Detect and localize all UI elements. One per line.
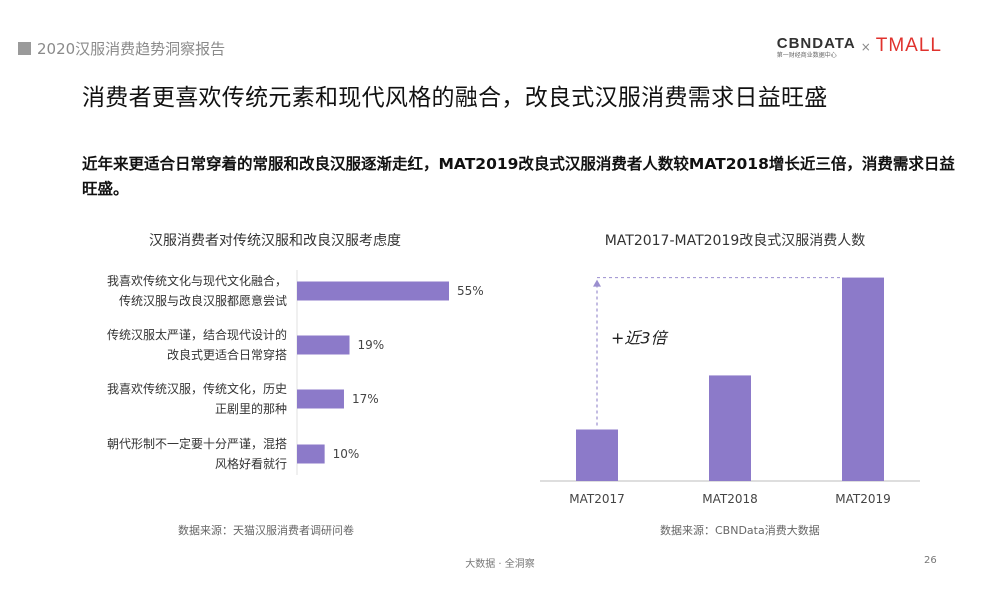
page-number: 26 [924, 555, 937, 566]
brand-logos: CBNDATA 第一财经商业数据中心 × TMALL [777, 36, 942, 60]
footer-tagline: 大数据 · 全洞察 [465, 559, 535, 570]
growth-annotation: +近3倍 [611, 329, 669, 348]
left-chart-bar [297, 335, 350, 355]
right-chart-tick-label: MAT2019 [835, 492, 891, 506]
left-chart-value-label: 19% [358, 338, 385, 352]
right-chart-tick-label: MAT2017 [569, 492, 625, 506]
cbndata-logo: CBNDATA 第一财经商业数据中心 [777, 36, 856, 60]
left-chart-bar [297, 389, 344, 409]
left-chart-source: 数据来源：天猫汉服消费者调研问卷 [178, 524, 354, 537]
left-chart-category-label: 我喜欢传统汉服，传统文化，历史 正剧里的那种 [106, 382, 287, 416]
summary-text: 近年来更适合日常穿着的常服和改良汉服逐渐走红，MAT2019改良式汉服消费者人数… [82, 155, 955, 198]
report-title-text: 2020汉服消费趋势洞察报告 [37, 40, 226, 58]
right-chart-bar [842, 277, 884, 481]
title-square-icon [18, 42, 31, 55]
right-chart-bar [709, 375, 751, 481]
left-chart-bar [297, 281, 449, 301]
growth-arrow-head-icon [593, 279, 601, 287]
cbndata-logo-subtitle: 第一财经商业数据中心 [776, 52, 837, 59]
left-chart-category-label: 朝代形制不一定要十分严谨，混搭 风格好看就行 [106, 437, 287, 471]
left-chart-title: 汉服消费者对传统汉服和改良汉服考虑度 [149, 233, 401, 249]
left-chart-value-label: 10% [333, 447, 360, 461]
right-chart-tick-label: MAT2018 [702, 492, 758, 506]
left-chart-value-label: 17% [352, 392, 379, 406]
cbndata-logo-text: CBNDATA [776, 35, 856, 52]
page-headline: 消费者更喜欢传统元素和现代风格的融合，改良式汉服消费需求日益旺盛 [82, 85, 828, 111]
right-chart-source: 数据来源：CBNData消费大数据 [660, 524, 820, 537]
right-chart-bar [576, 429, 618, 481]
report-title: 2020汉服消费趋势洞察报告 [18, 38, 225, 59]
right-chart-title: MAT2017-MAT2019改良式汉服消费人数 [604, 233, 866, 249]
left-chart-category-label: 传统汉服太严谨，结合现代设计的 改良式更适合日常穿搭 [106, 328, 287, 362]
left-chart-value-label: 55% [457, 284, 484, 298]
brand-separator: × [860, 40, 871, 54]
left-chart-category-label: 我喜欢传统文化与现代文化融合， 传统汉服与改良汉服都愿意尝试 [106, 274, 287, 308]
left-chart-bar [297, 444, 325, 464]
tmall-logo: TMALL [875, 35, 942, 56]
